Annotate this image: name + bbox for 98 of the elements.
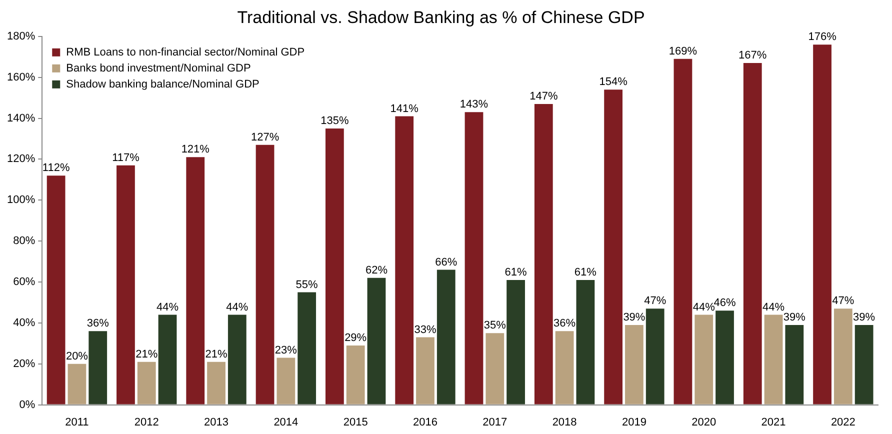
bar: [764, 314, 783, 404]
legend-label: RMB Loans to non-financial sector/Nominal GDP: [66, 46, 305, 58]
data-label: 21%: [136, 348, 158, 360]
y-tick-label: 120%: [6, 153, 36, 166]
data-label: 23%: [274, 344, 298, 356]
y-tick-label: 40%: [13, 316, 36, 329]
data-label: 154%: [599, 76, 628, 88]
x-tick-label: 2022: [830, 416, 856, 428]
data-label: 20%: [66, 350, 88, 362]
bar: [534, 104, 553, 404]
data-label: 135%: [320, 115, 349, 128]
bar: [464, 112, 484, 404]
y-tick-label: 140%: [6, 112, 36, 124]
bar: [813, 44, 832, 404]
data-label: 176%: [808, 31, 837, 44]
data-label: 62%: [365, 264, 388, 276]
bar: [674, 58, 692, 404]
bar: [68, 364, 86, 404]
bar: [367, 278, 386, 404]
bar: [506, 280, 525, 404]
data-label: 36%: [554, 318, 576, 330]
data-label: 44%: [156, 301, 179, 314]
chart-title: Traditional vs. Shadow Banking as % of Chinese GDP: [237, 8, 645, 27]
y-tick-label: 80%: [13, 235, 36, 248]
data-label: 21%: [205, 348, 228, 360]
data-label: 66%: [435, 256, 458, 268]
x-tick-label: 2020: [692, 416, 716, 428]
bar: [137, 362, 156, 404]
data-label: 33%: [414, 324, 436, 336]
bar: [604, 90, 623, 404]
y-tick-label: 20%: [13, 358, 36, 370]
data-label: 127%: [250, 131, 280, 144]
bar: [625, 324, 644, 404]
legend-label: Shadow banking balance/Nominal GDP: [66, 78, 260, 90]
bar: [555, 331, 574, 404]
bar: [834, 308, 852, 404]
bar: [694, 314, 714, 404]
data-label: 35%: [484, 320, 506, 332]
bar: [46, 176, 66, 404]
data-label: 36%: [86, 318, 110, 330]
bar: [395, 116, 414, 404]
data-label: 44%: [762, 301, 785, 314]
data-label: 147%: [530, 90, 558, 102]
data-label: 55%: [296, 278, 318, 291]
bar: [743, 63, 762, 404]
bar: [207, 362, 226, 404]
bar: [228, 314, 246, 404]
bar: [116, 165, 135, 404]
bar: [486, 333, 504, 404]
x-tick-label: 2018: [552, 416, 577, 428]
data-label: 167%: [738, 50, 767, 62]
data-label: 112%: [42, 162, 70, 174]
x-tick-label: 2017: [482, 416, 508, 428]
data-label: 39%: [853, 312, 876, 324]
x-tick-label: 2019: [622, 416, 646, 428]
bar: [158, 314, 177, 404]
bar: [854, 324, 874, 404]
x-tick-label: 2021: [761, 416, 786, 428]
data-label: 44%: [692, 301, 716, 314]
x-tick-label: 2015: [343, 416, 368, 428]
y-tick-label: 0%: [19, 398, 36, 411]
data-label: 39%: [783, 312, 806, 324]
bar: [346, 345, 365, 404]
x-tick-label: 2013: [204, 416, 229, 428]
x-tick-label: 2011: [65, 416, 89, 428]
bar: [276, 358, 296, 404]
data-label: 141%: [390, 102, 419, 115]
bar: [186, 157, 205, 404]
bar: [256, 144, 274, 404]
bar: [646, 308, 664, 404]
data-label: 61%: [504, 266, 528, 278]
bar: [325, 128, 344, 404]
y-tick-label: 160%: [6, 71, 36, 84]
y-tick-label: 60%: [13, 276, 36, 288]
bar: [436, 270, 456, 404]
data-label: 47%: [832, 295, 854, 308]
legend-label: Banks bond investment/Nominal GDP: [66, 62, 251, 74]
y-tick-label: 180%: [6, 30, 36, 42]
bar: [416, 337, 434, 404]
bar: [576, 280, 595, 404]
data-label: 39%: [623, 312, 646, 324]
x-tick-label: 2012: [134, 416, 159, 428]
data-label: 143%: [460, 98, 488, 111]
data-label: 121%: [181, 144, 210, 156]
data-label: 117%: [112, 152, 140, 164]
bar: [88, 331, 108, 404]
x-tick-label: 2016: [412, 416, 438, 428]
data-label: 61%: [574, 266, 597, 278]
data-label: 29%: [344, 332, 367, 344]
data-label: 47%: [644, 295, 666, 308]
data-label: 169%: [668, 45, 698, 58]
bar: [716, 310, 734, 404]
bar: [785, 324, 804, 404]
bar: [298, 292, 316, 404]
y-tick-label: 100%: [6, 194, 36, 206]
data-label: 46%: [714, 297, 736, 310]
x-tick-label: 2014: [274, 416, 298, 428]
data-label: 44%: [226, 301, 248, 314]
